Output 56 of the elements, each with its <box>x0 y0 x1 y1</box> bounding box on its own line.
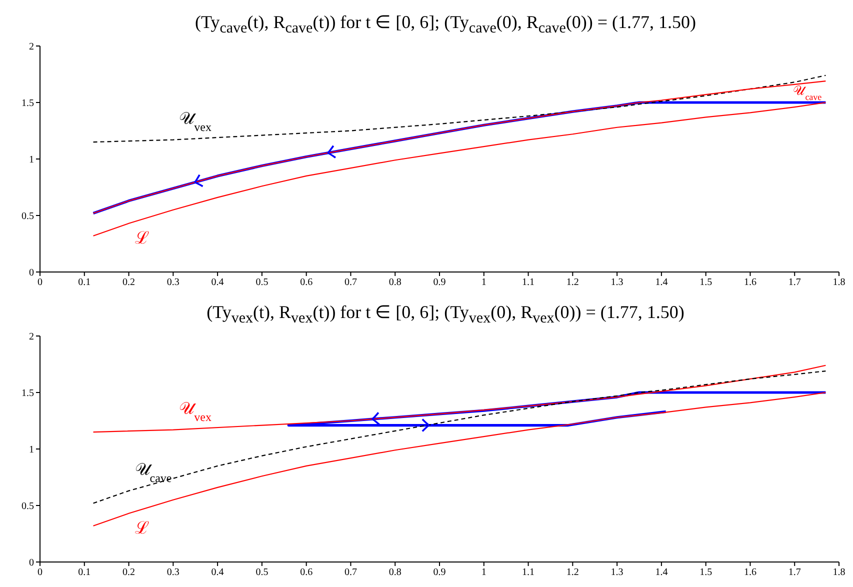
x-tick-label: 1 <box>481 277 486 288</box>
x-tick-label: 0.5 <box>256 567 268 578</box>
x-tick-label: 1.3 <box>610 277 624 288</box>
x-tick-label: 0.6 <box>300 567 313 578</box>
chart-title: (Ty$_{vex}$(t), R$_{vex}$(t)) for t ∈ [0, 6]; (Ty$_{vex}$(0), R$_{vex}$(0)) = (1.77, 1.50) <box>206 302 684 327</box>
x-tick-label: 0.3 <box>166 277 180 288</box>
x-tick-label: 0.6 <box>300 277 313 288</box>
x-tick-label: 0 <box>38 277 42 288</box>
x-tick-label: 1.1 <box>522 277 535 288</box>
series-label: ℒ <box>134 518 149 538</box>
x-tick-label: 0.9 <box>433 567 446 578</box>
y-tick-label: 1.5 <box>22 98 34 110</box>
x-tick-label: 1 <box>481 567 486 578</box>
series-label: 𝒰$_{cave}$ <box>793 83 822 102</box>
x-tick-label: 1.6 <box>744 277 756 288</box>
x-tick-label: 0.2 <box>122 567 136 578</box>
y-tick-label: 0.5 <box>22 501 34 512</box>
x-tick-label: 1.3 <box>610 567 624 578</box>
x-tick-label: 1.5 <box>700 567 712 578</box>
x-tick-label: 0.4 <box>211 567 224 578</box>
chart-title: (Ty$_{cave}$(t), R$_{cave}$(t)) for t ∈ [0, 6]; (Ty$_{cave}$(0), R$_{cave}$(0)) = (1.77, 1.50) <box>195 12 696 37</box>
x-tick-label: 1.8 <box>832 277 846 288</box>
y-tick-label: 2 <box>29 332 34 343</box>
x-tick-label: 1.2 <box>566 277 579 288</box>
x-tick-label: 1.8 <box>832 567 846 578</box>
series-label: 𝒰$_{vex}$ <box>179 108 212 134</box>
y-tick-label: 1 <box>29 444 34 456</box>
x-tick-label: 0.1 <box>78 277 91 288</box>
y-tick-label: 0 <box>29 558 34 569</box>
y-tick-label: 0.5 <box>22 211 34 222</box>
x-tick-label: 1.1 <box>522 567 535 578</box>
x-tick-label: 0.8 <box>388 277 402 288</box>
series-label: ℒ <box>134 228 149 248</box>
series-label: 𝒰$_{vex}$ <box>179 398 212 424</box>
y-tick-label: 2 <box>29 42 34 53</box>
x-tick-label: 0.2 <box>122 277 136 288</box>
series-label: 𝒰$_{cave}$ <box>134 460 172 485</box>
x-tick-label: 0 <box>38 567 42 578</box>
x-tick-label: 0.8 <box>388 567 402 578</box>
x-tick-label: 1.7 <box>788 277 801 288</box>
x-tick-label: 0.5 <box>256 277 268 288</box>
x-tick-label: 1.5 <box>700 277 712 288</box>
x-tick-label: 0.9 <box>433 277 446 288</box>
x-tick-label: 1.6 <box>744 567 756 578</box>
x-tick-label: 0.7 <box>344 567 357 578</box>
x-tick-label: 0.7 <box>344 277 357 288</box>
x-tick-label: 1.2 <box>566 567 579 578</box>
y-tick-label: 1 <box>29 154 34 166</box>
x-tick-label: 0.1 <box>78 567 91 578</box>
x-tick-label: 0.4 <box>211 277 224 288</box>
x-tick-label: 1.4 <box>655 567 668 578</box>
x-tick-label: 1.4 <box>655 277 668 288</box>
x-tick-label: 1.7 <box>788 567 801 578</box>
x-tick-label: 0.3 <box>166 567 180 578</box>
y-tick-label: 0 <box>29 268 34 279</box>
y-tick-label: 1.5 <box>22 388 34 400</box>
